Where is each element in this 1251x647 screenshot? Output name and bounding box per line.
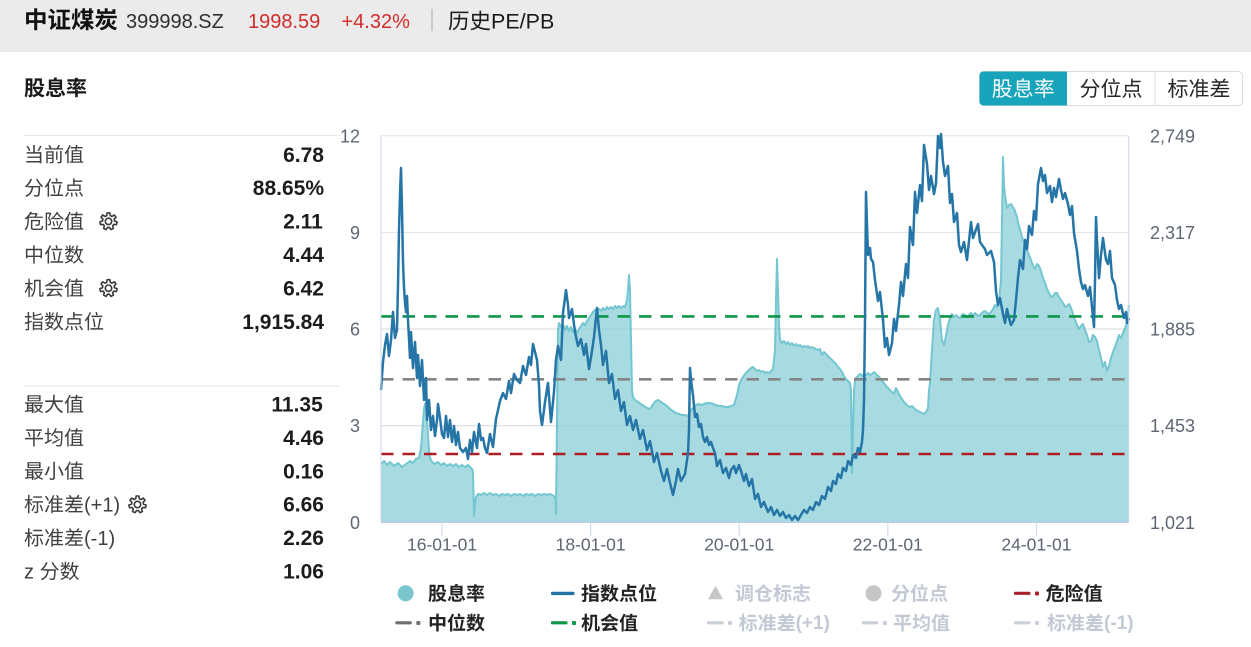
svg-text:1,885: 1,885	[1150, 320, 1195, 340]
svg-text:2.26: 2.26	[283, 527, 324, 550]
svg-text:18-01-01: 18-01-01	[556, 535, 626, 555]
svg-text:+4.32%: +4.32%	[342, 11, 411, 33]
svg-text:399998.SZ: 399998.SZ	[126, 11, 224, 33]
svg-text:PE/PB: PE/PB	[491, 10, 554, 34]
svg-text:20-01-01: 20-01-01	[704, 535, 774, 555]
svg-text:(+1): (+1)	[84, 495, 120, 517]
svg-text:88.65%: 88.65%	[253, 177, 325, 200]
svg-text:1,453: 1,453	[1150, 416, 1195, 436]
svg-text:1998.59: 1998.59	[248, 11, 320, 33]
svg-text:24-01-01: 24-01-01	[1001, 535, 1071, 555]
svg-text:4.46: 4.46	[283, 427, 324, 450]
svg-text:0.16: 0.16	[283, 460, 324, 483]
svg-text:2,317: 2,317	[1150, 223, 1195, 243]
svg-text:(-1): (-1)	[1104, 613, 1134, 634]
svg-text:0: 0	[350, 513, 360, 533]
svg-text:1,021: 1,021	[1150, 513, 1195, 533]
svg-text:6.78: 6.78	[283, 144, 324, 167]
svg-text:1.06: 1.06	[283, 561, 324, 584]
svg-text:z: z	[24, 562, 34, 584]
svg-text:6.66: 6.66	[283, 494, 324, 517]
svg-text:11.35: 11.35	[271, 394, 323, 417]
svg-text:16-01-01: 16-01-01	[407, 535, 477, 555]
svg-text:(+1): (+1)	[796, 613, 830, 634]
svg-text:9: 9	[350, 223, 360, 243]
svg-text:6.42: 6.42	[283, 277, 324, 300]
svg-text:22-01-01: 22-01-01	[853, 535, 923, 555]
svg-text:4.44: 4.44	[283, 244, 324, 267]
svg-text:1,915.84: 1,915.84	[242, 311, 324, 334]
svg-text:6: 6	[350, 320, 360, 340]
svg-text:(-1): (-1)	[84, 528, 115, 550]
svg-text:12: 12	[340, 126, 360, 146]
svg-text:2,749: 2,749	[1150, 126, 1195, 146]
svg-text:3: 3	[350, 416, 360, 436]
svg-text:2.11: 2.11	[283, 211, 323, 234]
